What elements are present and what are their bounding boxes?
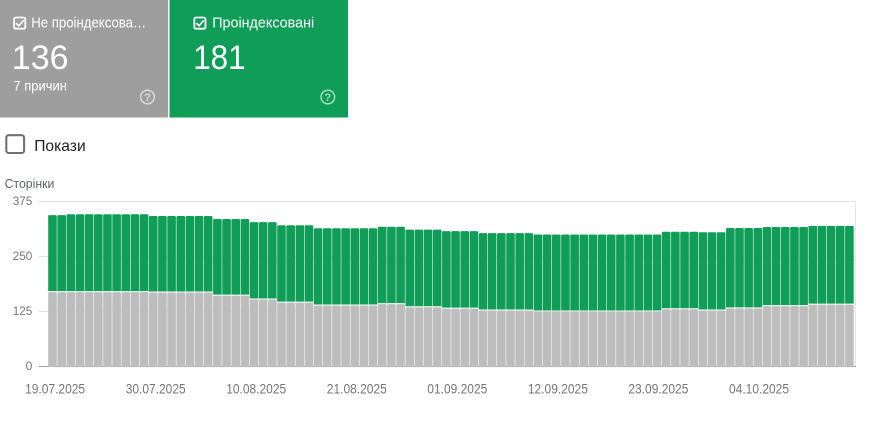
svg-text:125: 125 xyxy=(13,304,33,318)
svg-text:Не проіндексова…: Не проіндексова… xyxy=(31,15,146,32)
svg-text:?: ? xyxy=(144,92,151,104)
svg-text:?: ? xyxy=(324,92,331,104)
svg-text:136: 136 xyxy=(12,39,69,77)
svg-text:375: 375 xyxy=(13,194,33,208)
svg-text:23.09.2025: 23.09.2025 xyxy=(628,381,688,397)
svg-text:19.07.2025: 19.07.2025 xyxy=(25,381,85,397)
svg-text:Проіндексовані: Проіндексовані xyxy=(212,15,314,32)
svg-text:30.07.2025: 30.07.2025 xyxy=(126,381,186,397)
svg-text:04.10.2025: 04.10.2025 xyxy=(729,381,789,397)
svg-text:0: 0 xyxy=(26,359,33,373)
svg-text:12.09.2025: 12.09.2025 xyxy=(528,381,588,397)
svg-text:21.08.2025: 21.08.2025 xyxy=(327,381,387,397)
svg-text:181: 181 xyxy=(193,39,246,77)
svg-text:Сторінки: Сторінки xyxy=(5,176,55,191)
svg-text:250: 250 xyxy=(13,249,33,263)
svg-text:7 причин: 7 причин xyxy=(13,78,67,94)
svg-text:Покази: Покази xyxy=(34,138,85,155)
svg-text:01.09.2025: 01.09.2025 xyxy=(427,381,487,397)
svg-text:10.08.2025: 10.08.2025 xyxy=(226,381,286,397)
